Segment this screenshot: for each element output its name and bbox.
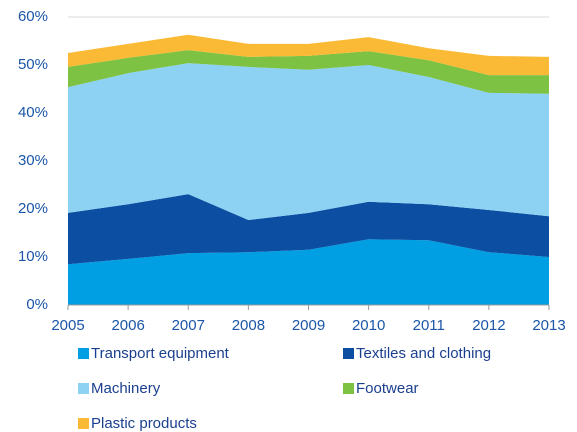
- legend-item: Textiles and clothing: [343, 345, 491, 362]
- x-tick-label: 2009: [292, 317, 325, 334]
- x-tick-label: 2013: [532, 317, 565, 334]
- x-tick-label: 2006: [111, 317, 144, 334]
- legend-label: Textiles and clothing: [356, 345, 491, 362]
- legend-item: Footwear: [343, 380, 419, 397]
- x-tick-label: 2012: [472, 317, 505, 334]
- legend-swatch: [78, 418, 89, 429]
- legend-swatch: [78, 383, 89, 394]
- x-tick-label: 2005: [51, 317, 84, 334]
- y-tick-label: 40%: [18, 104, 48, 121]
- legend-item: Transport equipment: [78, 345, 230, 362]
- legend-item: Plastic products: [78, 415, 197, 432]
- x-tick-label: 2008: [232, 317, 265, 334]
- legend-swatch: [343, 383, 354, 394]
- legend-swatch: [343, 348, 354, 359]
- y-tick-label: 60%: [18, 8, 48, 25]
- y-tick-label: 50%: [18, 56, 48, 73]
- y-tick-label: 10%: [18, 248, 48, 265]
- legend-label: Machinery: [91, 380, 161, 397]
- legend-item: Machinery: [78, 380, 161, 397]
- area: [68, 194, 549, 265]
- x-tick-label: 2007: [172, 317, 205, 334]
- area: [68, 34, 549, 76]
- x-tick-label: 2010: [352, 317, 385, 334]
- legend-label: Transport equipment: [91, 345, 230, 362]
- x-tick-label: 2011: [413, 317, 445, 334]
- area: [68, 63, 549, 221]
- y-tick-label: 0%: [26, 296, 48, 313]
- y-tick-label: 30%: [18, 152, 48, 169]
- y-tick-label: 20%: [18, 200, 48, 217]
- legend-label: Plastic products: [91, 415, 197, 432]
- area: [68, 239, 549, 305]
- legend-label: Footwear: [356, 380, 419, 397]
- area: [68, 50, 549, 94]
- legend-swatch: [78, 348, 89, 359]
